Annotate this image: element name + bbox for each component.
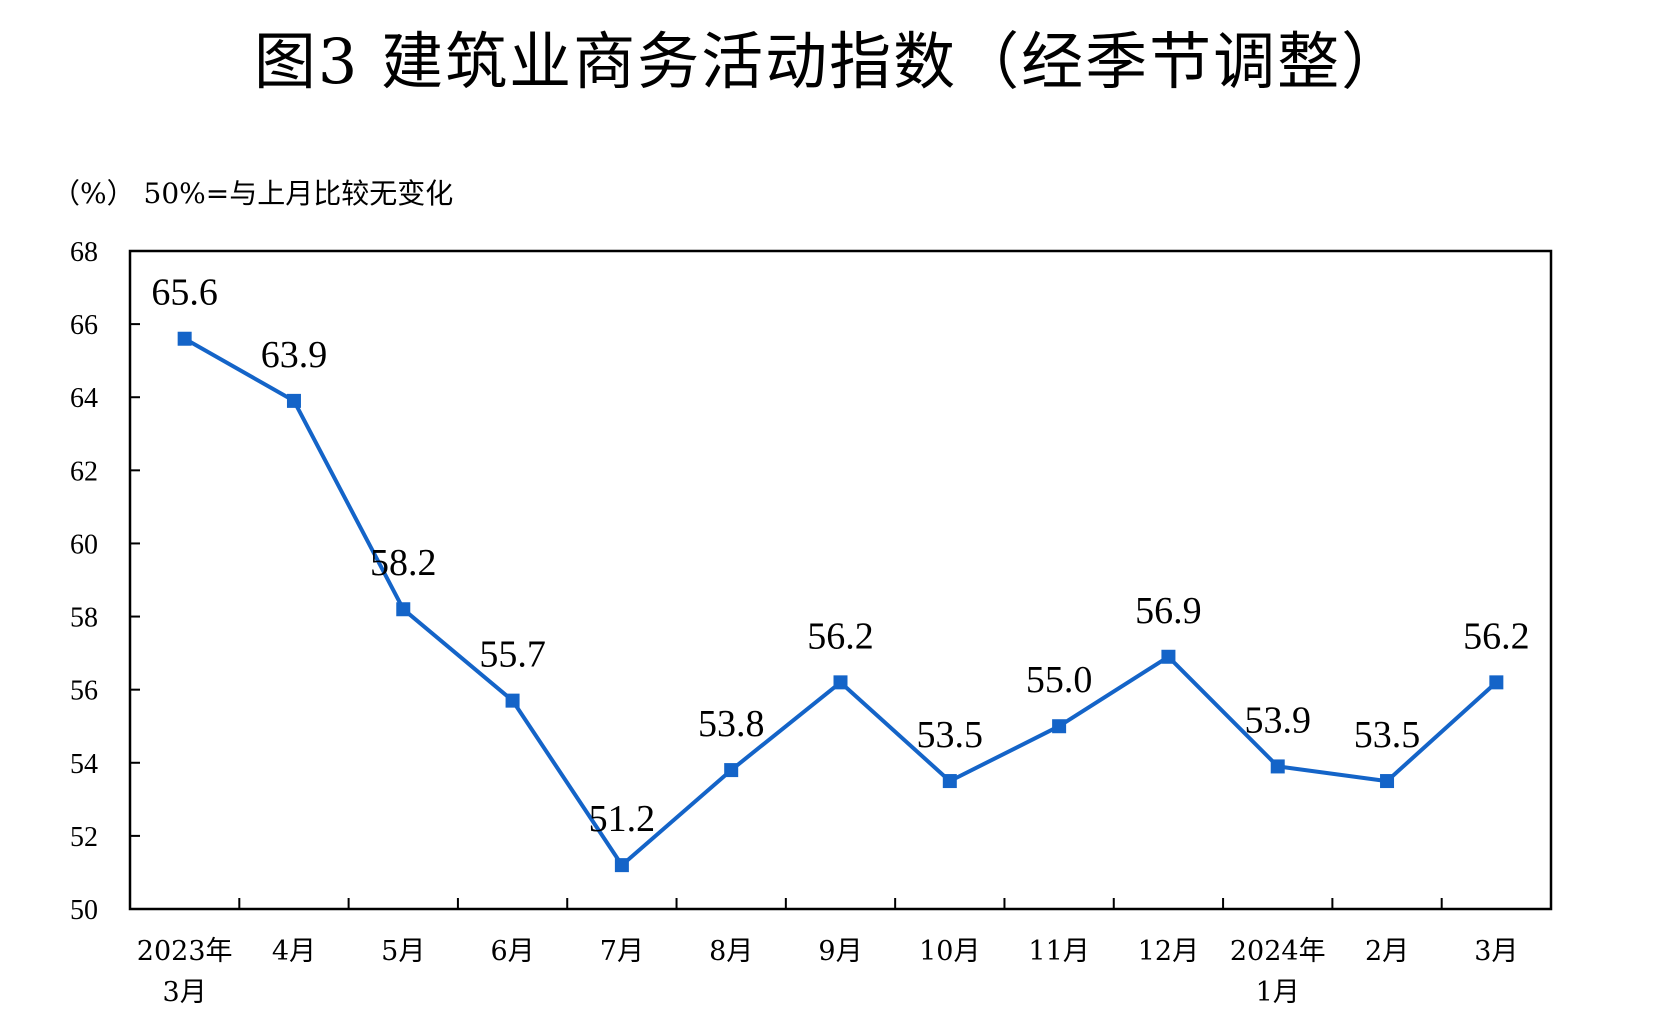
data-label: 56.2 <box>1463 615 1530 657</box>
data-point <box>614 858 629 873</box>
data-point <box>942 774 957 789</box>
data-label: 53.9 <box>1244 699 1311 741</box>
x-tick-label: 2023年 3月 <box>137 936 233 1008</box>
x-tick-label: 7月 <box>600 936 644 967</box>
data-label: 56.2 <box>807 615 874 657</box>
data-point <box>1161 649 1176 664</box>
data-point <box>833 675 848 690</box>
data-point <box>1052 719 1067 734</box>
x-tick-label: 3月 <box>1474 936 1518 967</box>
y-tick-label: 64 <box>70 383 98 414</box>
data-label: 51.2 <box>589 798 656 840</box>
data-label: 65.6 <box>151 272 218 314</box>
x-axis: 2023年 3月 4月 5月 6月 7月 8月 9月 10月 11月 12月 2024年 1月 2月 3月 <box>137 898 1518 1008</box>
plot-frame <box>128 249 1553 911</box>
data-label: 53.5 <box>917 714 984 756</box>
x-tick-label: 6月 <box>490 936 534 967</box>
data-point <box>724 763 739 778</box>
series-line <box>183 336 1498 868</box>
data-label: 56.9 <box>1135 590 1202 632</box>
y-tick-label: 54 <box>70 749 98 780</box>
x-tick-label: 8月 <box>709 936 753 967</box>
data-point <box>505 693 520 708</box>
data-point <box>1489 675 1504 690</box>
data-label: 53.8 <box>698 703 765 745</box>
chart-unit-note: （%） 50%=与上月比较无变化 <box>52 176 453 212</box>
x-tick-label: 2024年 1月 <box>1230 936 1326 1008</box>
y-tick-label: 50 <box>70 895 98 926</box>
data-labels: 65.6 63.9 58.2 55.7 51.2 53.8 56.2 53.5 55.0 56.9… <box>151 272 1529 840</box>
x-tick-label: 10月 <box>919 936 980 967</box>
y-tick-label: 66 <box>70 310 98 341</box>
x-tick-label: 2月 <box>1365 936 1409 967</box>
data-point <box>177 331 192 346</box>
y-tick-label: 60 <box>70 529 98 560</box>
y-tick-label: 58 <box>70 603 98 634</box>
x-tick-label: 9月 <box>818 936 862 967</box>
data-point <box>286 393 301 408</box>
data-label: 58.2 <box>370 542 437 584</box>
y-unit-label: （%） <box>52 177 135 210</box>
data-point <box>396 602 411 617</box>
data-label: 55.7 <box>479 634 546 676</box>
chart-title: 图3 建筑业商务活动指数（经季节调整） <box>253 25 1406 98</box>
y-axis: 50 52 54 56 58 60 62 64 66 68 <box>70 237 140 926</box>
x-tick-label: 4月 <box>272 936 316 967</box>
data-point <box>1380 774 1395 789</box>
y-tick-label: 68 <box>70 237 98 268</box>
x-tick-label: 12月 <box>1138 936 1199 967</box>
data-label: 55.0 <box>1026 659 1093 701</box>
y-tick-label: 56 <box>70 676 98 707</box>
y-tick-label: 52 <box>70 822 98 853</box>
data-label: 53.5 <box>1354 714 1421 756</box>
baseline-note: 50%=与上月比较无变化 <box>143 177 454 210</box>
series-layer <box>177 331 1504 873</box>
data-label: 63.9 <box>261 334 328 376</box>
y-tick-label: 62 <box>70 456 98 487</box>
data-point <box>1270 759 1285 774</box>
x-tick-label: 11月 <box>1028 936 1089 967</box>
x-tick-label: 5月 <box>381 936 425 967</box>
